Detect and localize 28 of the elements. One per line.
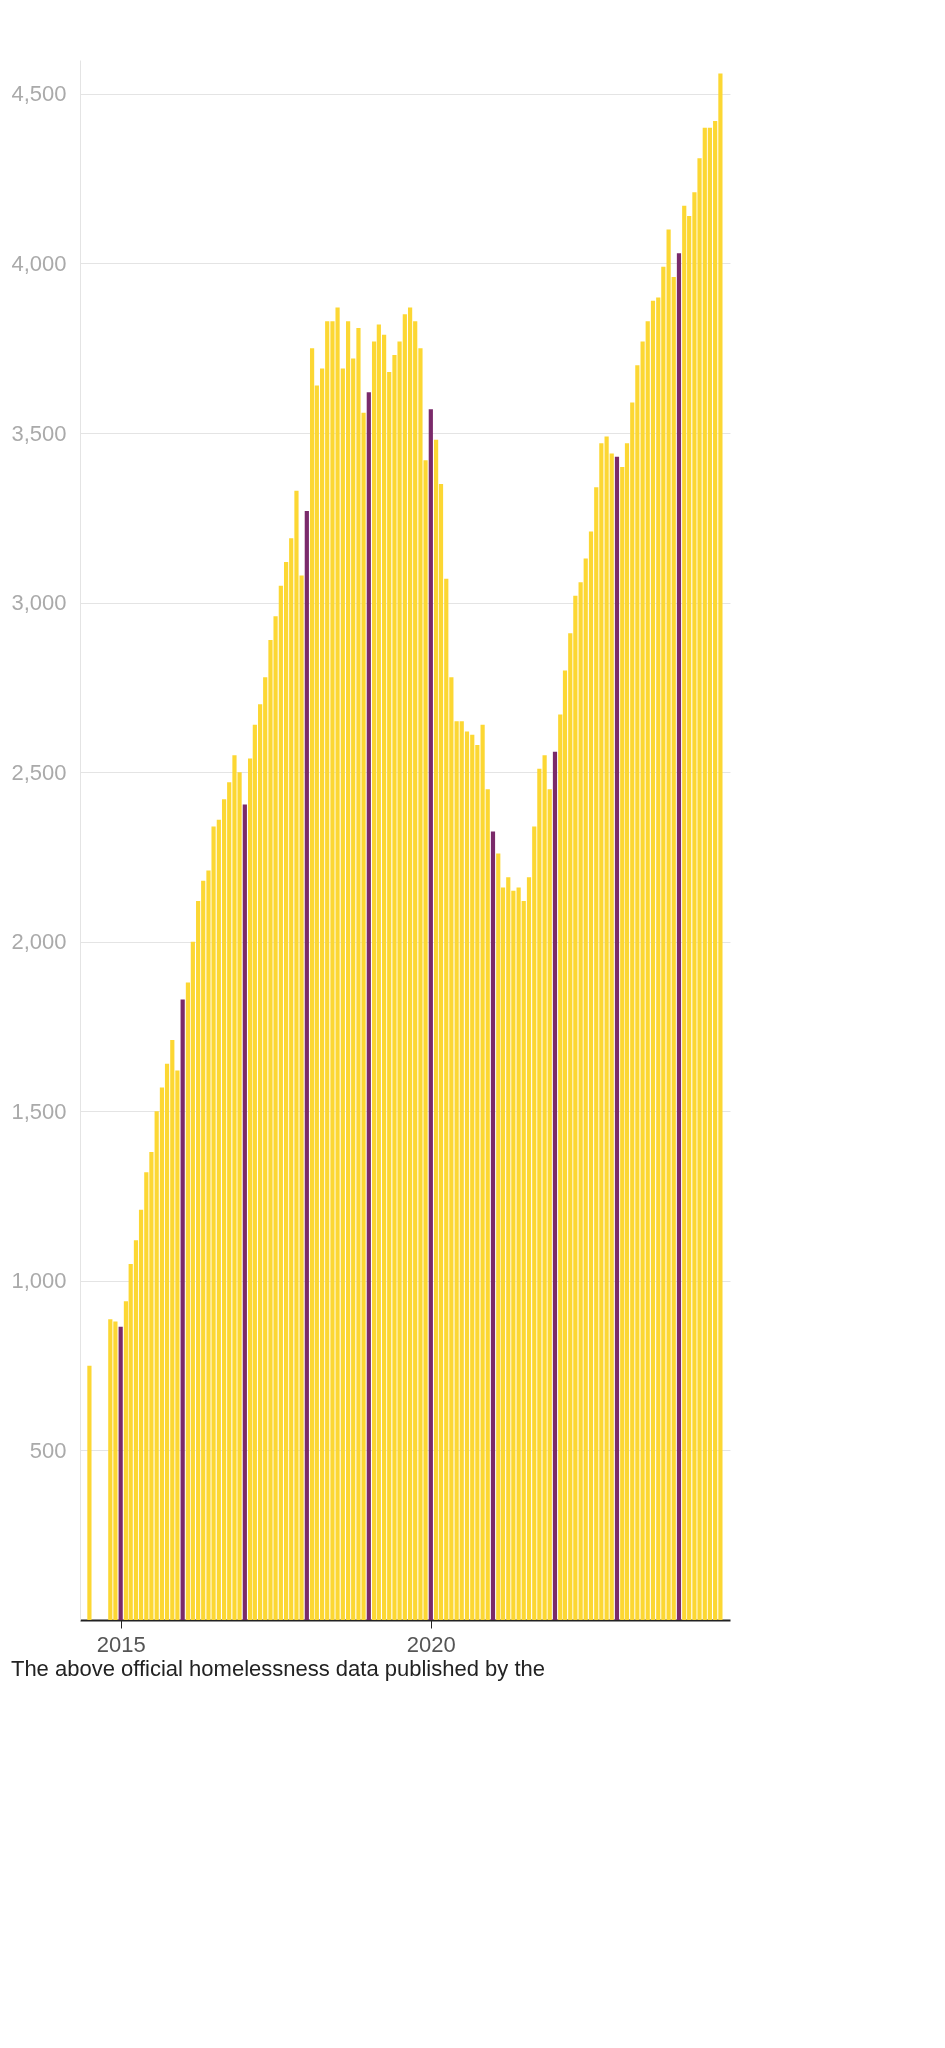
y-tick-label: 3,500 [11,420,67,446]
bar [552,751,558,1620]
bar [490,831,496,1620]
bar [304,511,309,1620]
bar [676,253,682,1620]
y-tick-label: 1,000 [11,1268,67,1294]
bar [614,456,620,1620]
bar [496,853,501,1620]
bar [682,205,687,1620]
bar [118,1326,123,1620]
bar [180,999,185,1620]
bar [242,804,247,1620]
y-tick-label: 1,500 [11,1098,67,1124]
y-tick-label: 4,500 [11,81,67,107]
bar [366,392,371,1620]
bar [650,300,656,1620]
y-tick-label: 500 [29,1437,67,1463]
bar [433,439,439,1620]
bar [428,409,433,1620]
y-tick-label: 2,500 [11,759,67,785]
text: The above official homelessness data published by the [10,1656,546,1681]
y-tick-label: 3,000 [11,590,67,616]
y-tick-label: 2,000 [11,929,67,955]
x-tick-label: 2015 [96,1631,146,1657]
x-tick-label: 2020 [406,1631,456,1657]
y-tick-label: 4,000 [11,250,67,276]
bar [87,1365,92,1620]
bar [309,348,315,1620]
